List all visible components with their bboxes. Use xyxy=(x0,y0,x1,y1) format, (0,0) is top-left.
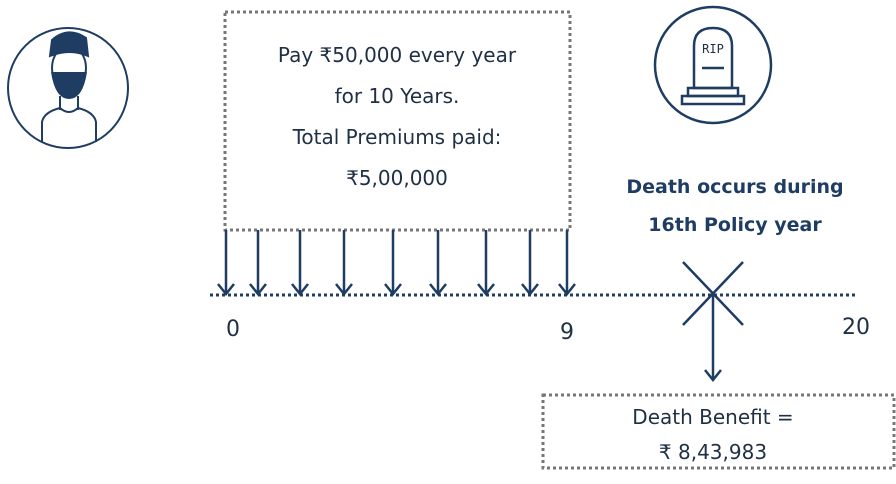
premium-text: Total Premiums paid: xyxy=(292,125,502,149)
diagram: RIP Pay ₹50,000 every year for 10 Years.… xyxy=(0,0,896,480)
timeline-label: 0 xyxy=(226,317,240,342)
death-note: 16th Policy year xyxy=(648,214,822,236)
premium-text: ₹5,00,000 xyxy=(346,166,448,190)
tombstone-icon xyxy=(655,7,771,123)
timeline-label: 9 xyxy=(560,320,574,345)
timeline-label: 20 xyxy=(842,315,870,340)
death-note: Death occurs during xyxy=(626,176,843,198)
rip-label: RIP xyxy=(702,42,724,56)
premium-text: Pay ₹50,000 every year xyxy=(278,43,517,67)
payment-arrows xyxy=(218,230,575,294)
premium-text: for 10 Years. xyxy=(335,84,460,108)
benefit-text: ₹ 8,43,983 xyxy=(659,440,767,464)
death-marker xyxy=(683,262,743,380)
benefit-text: Death Benefit = xyxy=(632,405,793,429)
person-icon xyxy=(8,28,128,148)
